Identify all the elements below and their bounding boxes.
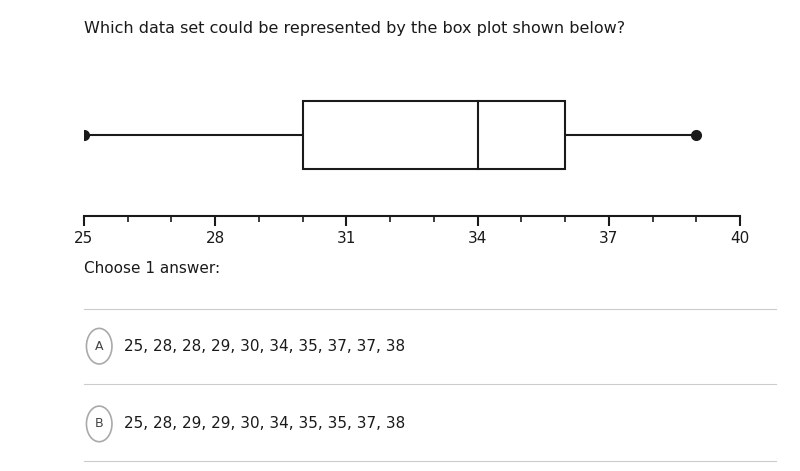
Circle shape (86, 406, 112, 442)
Text: Choose 1 answer:: Choose 1 answer: (84, 261, 220, 276)
Text: 25, 28, 28, 29, 30, 34, 35, 37, 37, 38: 25, 28, 28, 29, 30, 34, 35, 37, 37, 38 (124, 339, 405, 354)
Text: Which data set could be represented by the box plot shown below?: Which data set could be represented by t… (84, 21, 625, 36)
Text: 25, 28, 29, 29, 30, 34, 35, 35, 37, 38: 25, 28, 29, 29, 30, 34, 35, 35, 37, 38 (124, 416, 406, 431)
Text: A: A (95, 340, 103, 353)
Text: B: B (95, 417, 103, 430)
Bar (302, 100, 565, 169)
Circle shape (86, 328, 112, 364)
